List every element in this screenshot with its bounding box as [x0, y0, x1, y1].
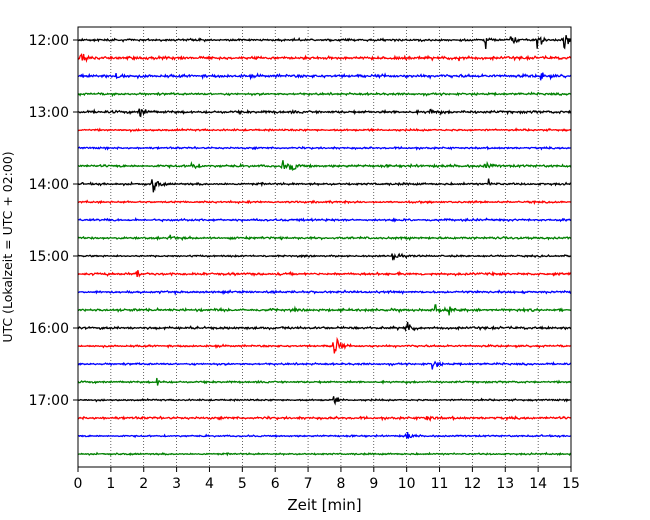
x-tick-label: 3	[172, 476, 181, 492]
x-tick-label: 5	[238, 476, 247, 492]
y-axis-ticks: 12:00 13:00 14:00 15:00 16:00 17:00	[29, 33, 78, 409]
trace-1300	[77, 108, 572, 118]
trace-1315	[77, 127, 572, 133]
trace-1445	[77, 234, 572, 242]
trace-1200	[77, 35, 572, 50]
y-tick-label: 13:00	[29, 105, 69, 121]
x-tick-label: 7	[304, 476, 313, 492]
trace-1330	[77, 145, 572, 151]
x-tick-label: 4	[205, 476, 214, 492]
x-tick-label: 9	[369, 476, 378, 492]
x-tick-label: 8	[336, 476, 345, 492]
x-tick-label: 6	[271, 476, 280, 492]
trace-1530	[77, 289, 572, 296]
trace-1745	[77, 451, 572, 457]
trace-1700	[77, 396, 572, 406]
trace-1415	[77, 199, 572, 206]
x-tick-label: 0	[74, 476, 83, 492]
x-tick-label: 15	[562, 476, 580, 492]
trace-1430	[77, 217, 572, 223]
trace-1645	[77, 377, 572, 386]
y-tick-label: 12:00	[29, 33, 69, 49]
x-tick-label: 1	[106, 476, 115, 492]
seismogram-traces	[77, 35, 572, 457]
plot-frame	[77, 26, 572, 468]
x-tick-label: 11	[431, 476, 449, 492]
trace-1600	[77, 321, 572, 333]
x-tick-label: 12	[463, 476, 481, 492]
y-tick-label: 17:00	[29, 393, 69, 409]
trace-1230	[77, 72, 572, 81]
trace-1345	[77, 160, 572, 172]
x-tick-label: 10	[398, 476, 416, 492]
y-tick-label: 16:00	[29, 321, 69, 337]
y-axis-title: UTC (Lokalzeit = UTC + 02:00)	[0, 151, 15, 342]
trace-1715	[77, 415, 572, 422]
trace-1400	[77, 178, 572, 193]
trace-1515	[77, 269, 572, 278]
x-axis-ticks: 0 1 2 3 4 5 6 7 8 9 10 11 12 13 14 15	[74, 467, 580, 492]
x-tick-label: 14	[529, 476, 547, 492]
vertical-gridlines	[110, 27, 539, 467]
trace-1545	[77, 304, 572, 316]
trace-1245	[77, 91, 572, 98]
x-axis-title: Zeit [min]	[287, 496, 361, 514]
trace-1215	[77, 53, 572, 63]
x-tick-label: 13	[496, 476, 514, 492]
trace-1630	[77, 360, 572, 370]
trace-1730	[77, 431, 572, 439]
trace-1500	[77, 252, 572, 261]
x-tick-label: 2	[139, 476, 148, 492]
y-tick-label: 14:00	[29, 177, 69, 193]
y-tick-label: 15:00	[29, 249, 69, 265]
trace-1615	[77, 336, 572, 354]
